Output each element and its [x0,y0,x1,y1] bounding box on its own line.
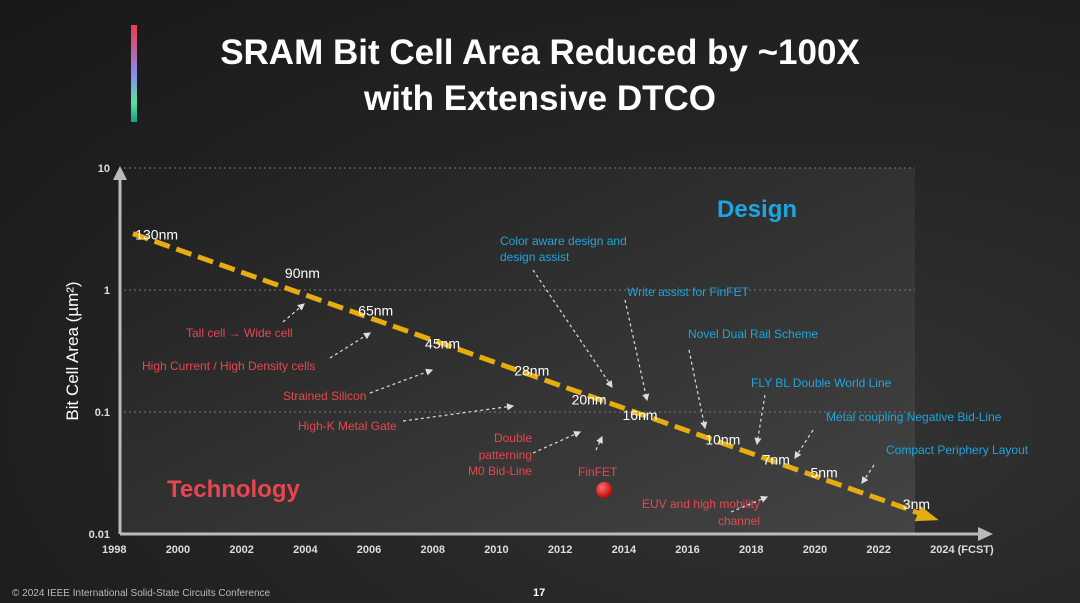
x-tick-label: 2008 [421,544,445,556]
x-tick-label: 2020 [803,544,827,556]
node-label: 3nm [903,496,930,512]
technology-annotation: M0 Bid-Line [468,464,532,478]
design-annotation: FLY BL Double World Line [751,376,892,390]
title-line-1: SRAM Bit Cell Area Reduced by ~100X [220,33,860,72]
technology-annotation: channel [718,514,760,528]
x-tick-label: 2004 [293,544,318,556]
trend-arrowhead [914,506,939,522]
title-line-2: with Extensive DTCO [363,79,717,118]
y-tick-label: 0.1 [95,407,110,419]
design-annotation: Write assist for FinFET [627,285,749,299]
node-label: 90nm [285,265,320,281]
x-tick-label: 2024 (FCST) [930,544,994,556]
x-tick-label: 2018 [739,544,763,556]
annotation-arrow [532,431,582,454]
y-axis-label: Bit Cell Area (µm²) [63,281,82,420]
x-tick-label: 2012 [548,544,572,556]
y-tick-label: 0.01 [89,529,110,541]
title-accent-bar [131,25,137,122]
node-label: 7nm [763,452,790,468]
x-tick-label: 2016 [675,544,699,556]
design-annotation: Novel Dual Rail Scheme [688,327,818,341]
x-tick-label: 2002 [229,544,253,556]
annotation-arrow [369,368,434,394]
node-label: 10nm [705,432,740,448]
technology-annotation: FinFET [578,465,618,479]
footer-copyright: © 2024 IEEE International Solid-State Ci… [12,588,271,599]
design-annotation: Color aware design and [500,234,627,248]
x-tick-label: 2014 [612,544,637,556]
annotation-arrow [282,303,305,323]
plot-area [120,168,915,534]
node-label: 28nm [514,362,549,378]
technology-label: Technology [167,476,301,503]
design-annotation: Metal coupling Negative Bid-Line [826,410,1002,424]
x-tick-label: 2000 [166,544,190,556]
technology-annotation: Strained Silicon [283,389,366,403]
annotation-arrow [624,299,650,402]
design-label: Design [717,196,797,223]
node-label: 5nm [810,465,837,481]
node-label: 65nm [358,302,393,318]
node-label: 20nm [572,392,607,408]
page-number: 17 [533,587,546,599]
x-tick-label: 2006 [357,544,381,556]
technology-annotation: Double [494,431,532,445]
y-tick-label: 10 [98,163,110,175]
annotation-arrow [754,394,766,446]
node-label: 130nm [135,226,178,242]
x-axis-arrow [978,527,993,541]
technology-annotation: High Current / High Density cells [142,359,315,373]
annotation-arrow [730,495,769,513]
technology-annotation: Tall cell → Wide cell [186,326,293,340]
annotation-arrow [402,403,515,422]
node-label: 45nm [425,336,460,352]
trend-line [132,231,926,518]
technology-annotation: patterning [479,448,532,462]
finfet-marker [596,481,613,498]
annotation-arrow [861,464,875,484]
technology-annotation: High-K Metal Gate [298,419,397,433]
technology-annotation: EUV and high mobility [642,497,760,511]
design-annotation: design assist [500,250,570,264]
y-axis-arrow [113,166,127,180]
design-annotation: Compact Periphery Layout [886,443,1029,457]
y-tick-label: 1 [104,285,110,297]
x-tick-label: 2010 [484,544,508,556]
annotation-arrow [329,332,372,359]
slide-title: SRAM Bit Cell Area Reduced by ~100X with… [140,30,940,122]
annotation-arrow [595,435,603,451]
annotation-arrow [688,349,708,430]
x-tick-label: 1998 [102,544,126,556]
node-label: 16nm [623,407,658,423]
x-tick-label: 2022 [866,544,890,556]
